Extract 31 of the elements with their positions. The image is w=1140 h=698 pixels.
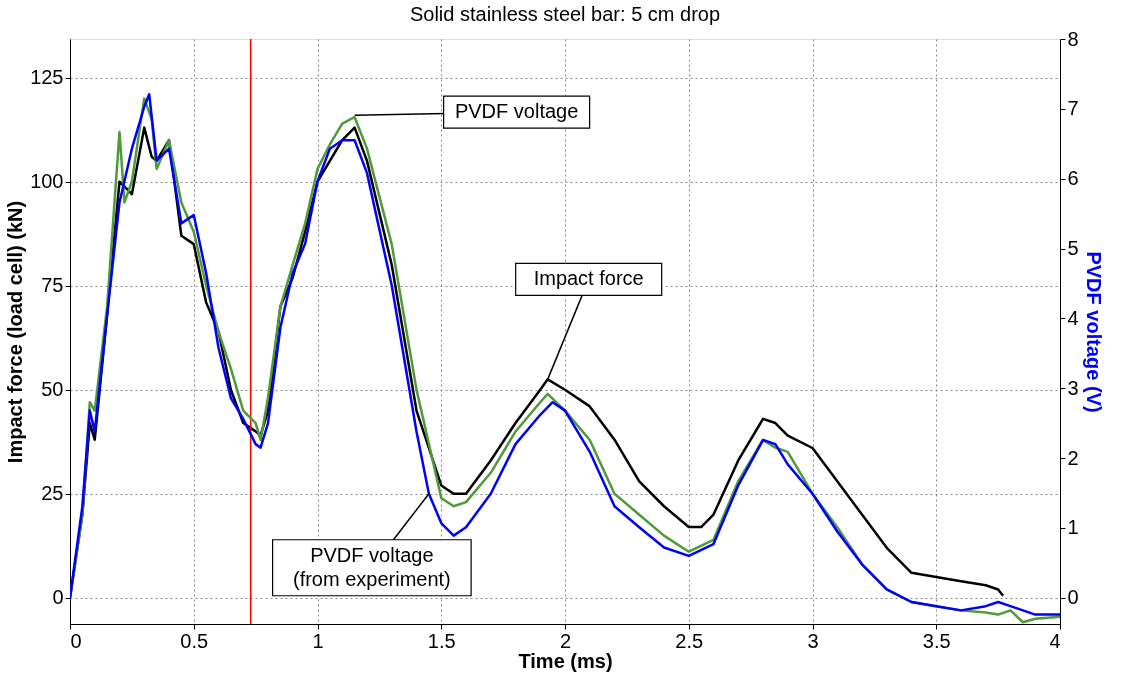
annotation: PVDF voltage (from experiment) <box>292 543 451 590</box>
y2-tick-label: 1 <box>1067 516 1079 539</box>
y2-tick-label: 2 <box>1067 446 1079 469</box>
y-tick-label: 125 <box>30 66 64 89</box>
y2-tick-label: 6 <box>1067 167 1079 190</box>
x-tick-label: 1.5 <box>427 629 456 652</box>
y-tick-label: 25 <box>41 482 64 505</box>
y2-tick-label: 5 <box>1067 237 1079 260</box>
x-tick-label: 1 <box>312 629 324 652</box>
chart-title: Solid stainless steel bar: 5 cm drop <box>409 3 721 25</box>
y2-tick-label: 4 <box>1067 306 1079 329</box>
annotation: PVDF voltage <box>454 100 579 123</box>
x-tick-label: 4 <box>1049 629 1061 652</box>
x-tick-label: 2.5 <box>675 629 704 652</box>
y2-tick-label: 7 <box>1067 97 1079 120</box>
x-tick-label: 2 <box>559 629 572 652</box>
y-tick-label: 0 <box>52 586 64 609</box>
x-tick-label: 0 <box>70 629 82 652</box>
y-tick-label: 50 <box>41 378 64 401</box>
x-tick-label: 3.5 <box>922 629 951 652</box>
y-axis-title: Impact force (load cell) (kN) <box>4 200 27 464</box>
y-tick-label: 100 <box>30 170 64 193</box>
y-tick-label: 75 <box>41 274 64 297</box>
y2-axis-title: PVDF voltage (V) <box>1082 251 1105 413</box>
y2-tick-label: 8 <box>1067 27 1079 50</box>
x-axis-title: Time (ms) <box>518 649 613 672</box>
y2-tick-label: 0 <box>1067 586 1079 609</box>
annotation: Impact force <box>533 267 644 290</box>
x-tick-label: 0.5 <box>180 629 209 652</box>
x-tick-label: 3 <box>807 629 819 652</box>
y2-tick-label: 3 <box>1067 376 1079 399</box>
